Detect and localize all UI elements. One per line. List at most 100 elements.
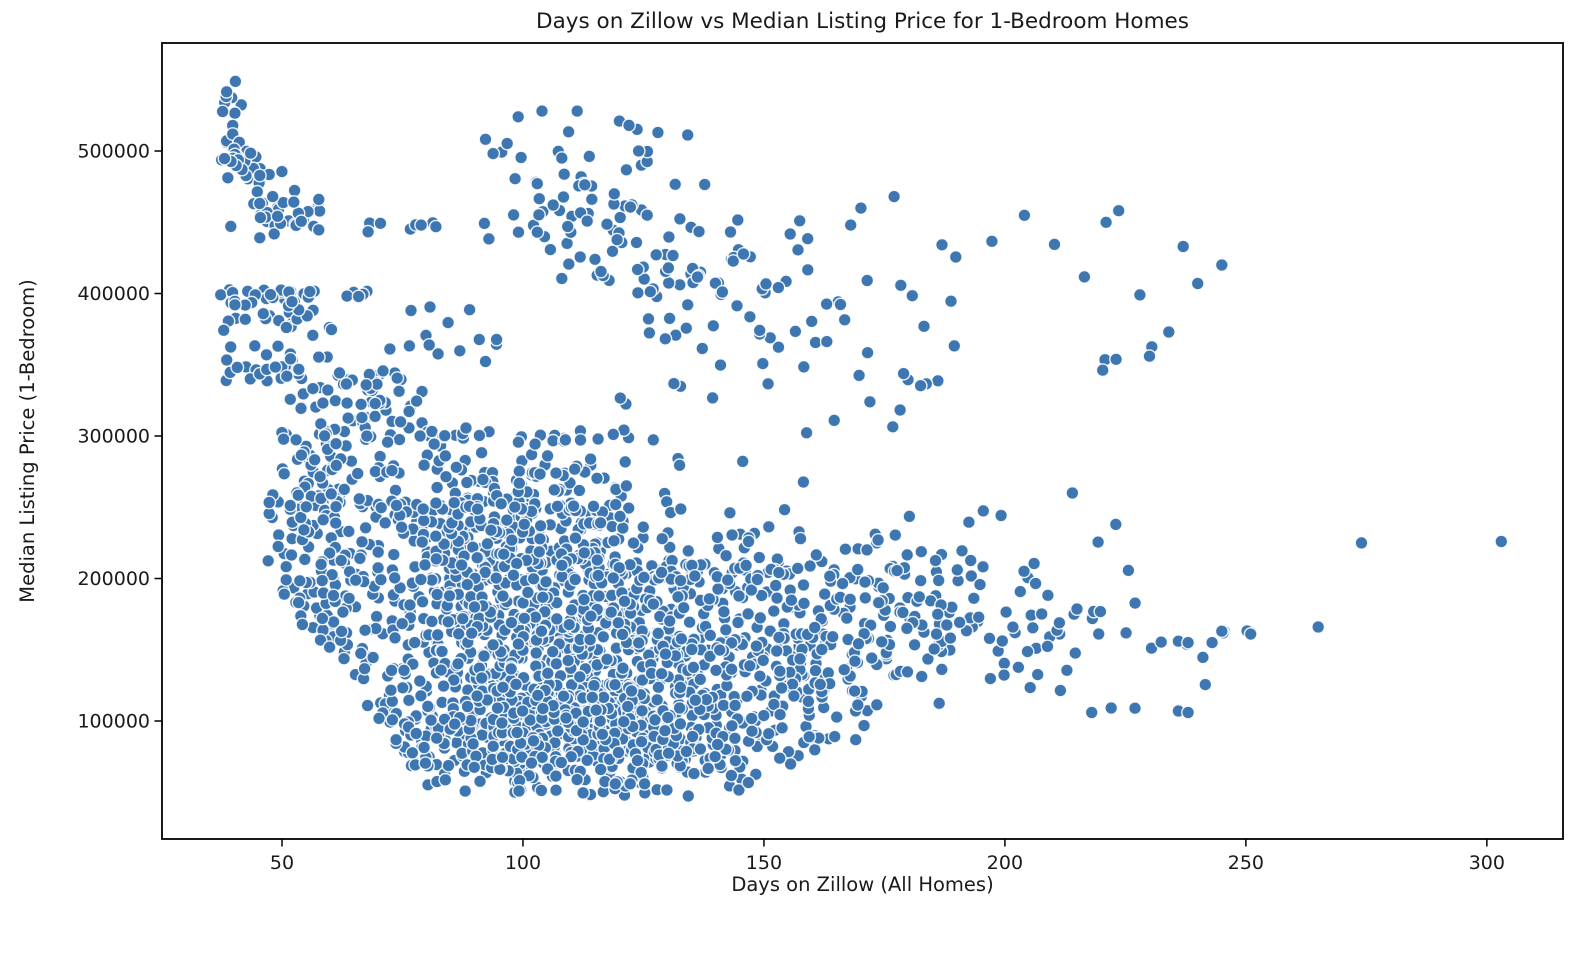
data-point: [549, 611, 564, 626]
data-point: [423, 300, 438, 315]
data-point: [576, 732, 591, 747]
data-point: [470, 502, 485, 517]
data-point: [687, 569, 702, 584]
data-point: [217, 151, 232, 166]
plot-frame: [161, 42, 1564, 840]
data-point: [817, 587, 832, 602]
data-point: [402, 598, 417, 613]
data-point: [703, 649, 718, 664]
data-point: [312, 203, 327, 218]
data-point: [322, 546, 337, 561]
data-point: [1091, 627, 1106, 642]
data-point: [430, 480, 445, 495]
data-point: [829, 710, 844, 725]
data-point: [1077, 269, 1092, 284]
data-point: [624, 684, 639, 699]
data-point: [478, 132, 493, 147]
data-point: [636, 570, 651, 585]
data-point: [418, 756, 433, 771]
data-point: [772, 630, 787, 645]
data-point: [511, 109, 526, 124]
data-point: [348, 573, 363, 588]
data-point: [311, 192, 326, 207]
data-point: [927, 642, 942, 657]
data-point: [533, 531, 548, 546]
data-point: [837, 662, 852, 677]
data-point: [573, 249, 588, 264]
data-point: [549, 783, 564, 798]
data-point: [935, 237, 950, 252]
data-point: [658, 723, 673, 738]
data-point: [616, 714, 631, 729]
data-point: [546, 197, 561, 212]
data-point: [283, 351, 298, 366]
data-point: [661, 746, 676, 761]
data-point: [666, 376, 681, 391]
data-point: [588, 252, 603, 267]
data-point: [928, 553, 943, 568]
data-point: [799, 425, 814, 440]
data-point: [623, 200, 638, 215]
data-point: [719, 548, 734, 563]
data-point: [274, 164, 289, 179]
data-point: [549, 466, 564, 481]
data-point: [567, 462, 582, 477]
data-point: [554, 755, 569, 770]
data-point: [409, 394, 424, 409]
data-point: [753, 610, 768, 625]
data-point: [1093, 604, 1108, 619]
data-point: [439, 469, 454, 484]
data-point: [455, 611, 470, 626]
data-point: [756, 653, 771, 668]
data-point: [774, 681, 789, 696]
data-point: [837, 312, 852, 327]
data-point: [329, 436, 344, 451]
data-point: [1176, 239, 1191, 254]
data-point: [458, 784, 473, 799]
data-point: [294, 448, 309, 463]
data-point: [287, 183, 302, 198]
data-point: [1214, 624, 1229, 639]
data-point: [374, 500, 389, 515]
data-point: [484, 523, 499, 538]
data-point: [526, 733, 541, 748]
data-point: [592, 589, 607, 604]
data-point: [887, 189, 902, 204]
data-point: [561, 257, 576, 272]
data-point: [315, 396, 330, 411]
data-point: [847, 654, 862, 669]
data-point: [1111, 203, 1126, 218]
data-point: [554, 151, 569, 166]
data-point: [896, 366, 911, 381]
data-point: [535, 590, 550, 605]
data-point: [1023, 680, 1038, 695]
data-point: [850, 698, 865, 713]
data-point: [430, 587, 445, 602]
data-point: [291, 362, 306, 377]
data-point: [291, 595, 306, 610]
data-point: [611, 745, 626, 760]
data-point: [376, 363, 391, 378]
data-point: [913, 573, 928, 588]
data-point: [642, 325, 657, 340]
data-point: [744, 583, 759, 598]
data-point: [661, 260, 676, 275]
data-point: [429, 551, 444, 566]
data-point: [507, 500, 522, 515]
data-point: [1132, 287, 1147, 302]
data-point: [982, 631, 997, 646]
data-point: [593, 515, 608, 530]
data-point: [223, 340, 238, 355]
data-point: [943, 631, 958, 646]
data-point: [797, 596, 812, 611]
data-point: [270, 209, 285, 224]
data-point: [1311, 620, 1326, 635]
data-point: [283, 498, 298, 513]
data-point: [636, 520, 651, 535]
data-point: [534, 783, 549, 798]
data-point: [676, 600, 691, 615]
data-point: [693, 742, 708, 757]
data-point: [673, 680, 688, 695]
data-point: [1205, 635, 1220, 650]
data-point: [512, 464, 527, 479]
